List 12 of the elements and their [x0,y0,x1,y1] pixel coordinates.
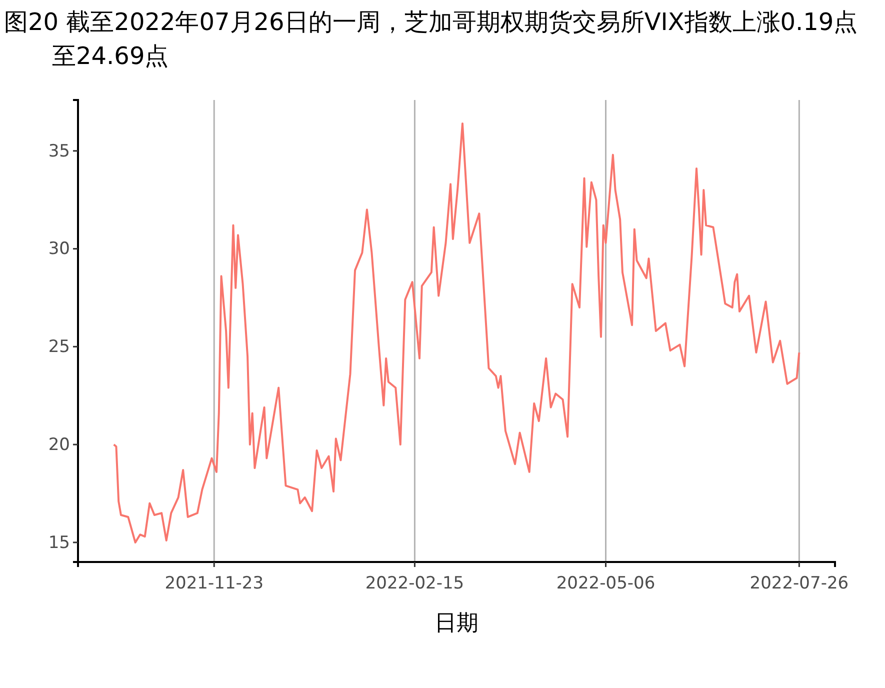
chart-title: 图20 截至2022年07月26日的一周，芝加哥期权期货交易所VIX指数上涨0.19点至24.69点 [4,8,858,70]
y-tick-label: 20 [48,434,70,455]
x-axis-title: 日期 [434,611,478,636]
y-tick-label: 15 [48,532,70,553]
x-tick-label: 2022-07-26 [750,574,849,594]
y-tick-label: 30 [48,239,70,260]
y-tick-label: 25 [48,337,70,358]
y-tick-label: 35 [48,141,70,162]
x-tick-label: 2021-11-23 [164,574,264,594]
x-tick-label: 2022-05-06 [556,574,656,594]
x-tick-label: 2022-02-15 [365,574,464,594]
line-series [112,122,800,544]
